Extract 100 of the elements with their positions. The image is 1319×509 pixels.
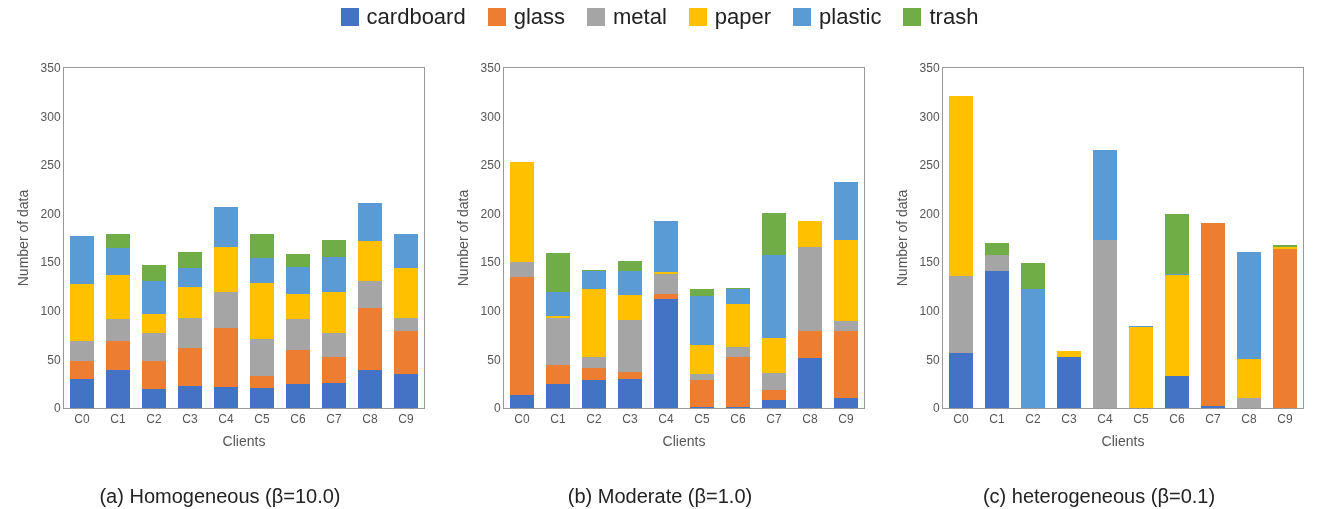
bar [394, 374, 418, 408]
bar [1165, 213, 1189, 274]
bar [582, 379, 606, 408]
bar [510, 262, 534, 277]
y-tick-label: 300 [919, 109, 940, 124]
bar [546, 383, 570, 408]
bar [142, 333, 166, 362]
bar [358, 240, 382, 281]
bar [250, 282, 274, 340]
bar [582, 271, 606, 289]
bar [1129, 327, 1153, 408]
x-tick-label: C7 [1205, 412, 1221, 427]
bar [106, 274, 130, 319]
bar [106, 340, 130, 371]
bar [358, 370, 382, 408]
bar [834, 181, 858, 240]
x-tick-label: C3 [182, 412, 198, 427]
bar [618, 372, 642, 379]
x-tick-label: C8 [802, 412, 818, 427]
x-tick-label: C2 [1025, 412, 1041, 427]
bar [762, 254, 786, 339]
bar [1201, 223, 1225, 407]
y-tick-label: 0 [932, 401, 940, 416]
y-tick-label: 250 [480, 158, 501, 173]
bar [178, 286, 202, 318]
bar [654, 299, 678, 408]
bar [618, 261, 642, 272]
text: (a) Homogeneous (β=10.0) [99, 485, 341, 508]
bar [1237, 251, 1261, 360]
bar [178, 317, 202, 348]
x-tick-label: C7 [326, 412, 342, 427]
x-tick-label: C4 [1097, 412, 1113, 427]
bar [70, 378, 94, 408]
bar [250, 258, 274, 283]
bar [178, 251, 202, 269]
bar [690, 374, 714, 380]
y-tick-label: 350 [480, 61, 501, 76]
y-tick-label: 150 [40, 255, 61, 270]
y-tick-label: 150 [919, 255, 940, 270]
bar [1057, 356, 1081, 408]
bar [142, 280, 166, 314]
bar [726, 304, 750, 347]
legend-label: cardboard [366, 4, 466, 30]
x-tick-label: C1 [550, 412, 566, 427]
bar [798, 331, 822, 359]
x-tick-label: C6 [1169, 412, 1185, 427]
bar [250, 375, 274, 388]
y-tick-label: 200 [40, 206, 61, 221]
x-tick-label: C1 [989, 412, 1005, 427]
x-axis-title: Clients [1101, 432, 1145, 449]
bar [618, 295, 642, 320]
bar [1057, 350, 1081, 357]
legend-label: plastic [819, 4, 882, 30]
bar [582, 288, 606, 358]
bar [949, 96, 973, 276]
x-tick-label: C0 [953, 412, 969, 427]
bar [1093, 149, 1117, 240]
bar [322, 382, 346, 408]
bar [322, 333, 346, 358]
x-tick-label: C3 [622, 412, 638, 427]
x-tick-label: C5 [254, 412, 270, 427]
bar [250, 234, 274, 259]
y-tick-label: 250 [919, 158, 940, 173]
bar [214, 206, 238, 247]
bar [70, 340, 94, 362]
x-tick-label: C5 [694, 412, 710, 427]
y-tick-label: 200 [919, 206, 940, 221]
x-tick-label: C3 [1061, 412, 1077, 427]
bar [250, 339, 274, 376]
bar [358, 203, 382, 241]
bar [394, 268, 418, 318]
bar [178, 347, 202, 386]
bar [214, 328, 238, 387]
bar [322, 357, 346, 383]
bar [70, 236, 94, 284]
text: (c) heterogeneous (β=0.1) [982, 485, 1216, 508]
bar [949, 275, 973, 353]
y-tick-label: 50 [47, 352, 61, 367]
bar [762, 389, 786, 401]
bar [546, 252, 570, 293]
x-tick-label: C7 [766, 412, 782, 427]
bar [546, 292, 570, 316]
bar [985, 271, 1009, 408]
bar [690, 288, 714, 297]
x-tick-label: C8 [362, 412, 378, 427]
x-tick-label: C9 [838, 412, 854, 427]
bar [618, 319, 642, 373]
bar [214, 246, 238, 293]
bar [726, 346, 750, 358]
bar [510, 162, 534, 263]
bar [322, 257, 346, 293]
bar [654, 273, 678, 295]
y-tick-label: 50 [487, 352, 501, 367]
y-axis-title: Number of data [894, 189, 911, 287]
bar [358, 307, 382, 371]
x-tick-label: C2 [586, 412, 602, 427]
bar [1273, 248, 1297, 408]
bar [798, 246, 822, 332]
x-tick-label: C6 [730, 412, 746, 427]
y-tick-label: 350 [40, 61, 61, 76]
